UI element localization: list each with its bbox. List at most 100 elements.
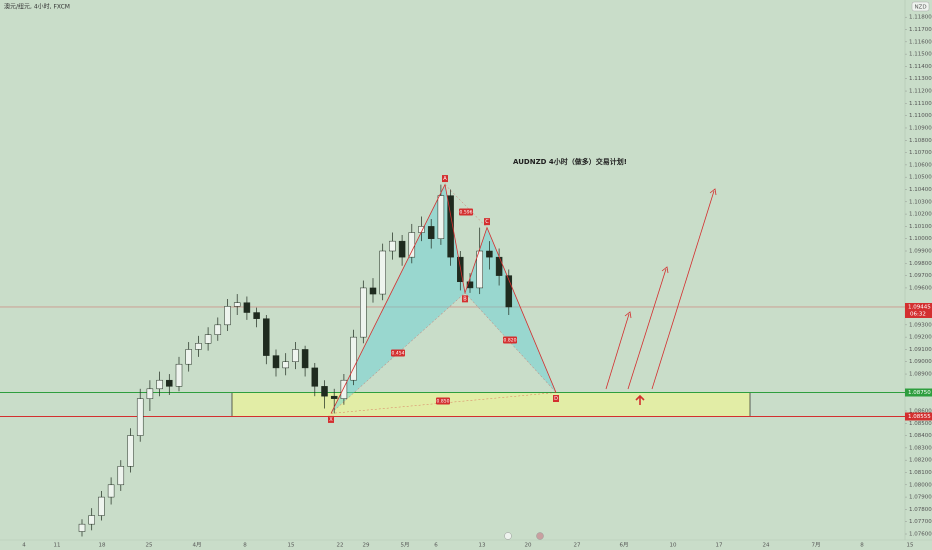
y-tick-label: 1.11700 [909, 27, 932, 33]
y-tick-label: 1.07800 [909, 507, 932, 513]
icon-button[interactable] [536, 532, 544, 540]
y-tick-label: 1.08000 [909, 482, 932, 488]
candle-body [340, 379, 348, 399]
currency-badge[interactable] [911, 1, 930, 12]
y-tick-label: 1.08900 [909, 372, 932, 378]
y-tick-label: 1.11300 [909, 76, 932, 82]
x-tick-label: 4月 [193, 542, 202, 549]
candle-body [486, 250, 493, 258]
x-tick-label: 20 [525, 543, 532, 549]
y-tick-label: 1.08600 [909, 408, 932, 414]
ratio-label: 0.820 [504, 338, 517, 344]
candle-body [88, 515, 95, 525]
ratio-tag [391, 349, 405, 357]
candle-body [185, 349, 192, 365]
candle-body [272, 355, 280, 369]
candle-body [233, 302, 241, 307]
y-tick-label: 1.08100 [909, 470, 932, 476]
pattern-point-tag [462, 295, 468, 303]
candle-body [263, 318, 270, 356]
y-tick-label: 1.09100 [909, 347, 932, 353]
x-tick-label: 15 [288, 543, 295, 549]
y-tick-label: 1.09200 [909, 335, 932, 341]
y-tick-label: 1.08300 [909, 445, 932, 451]
y-tick-label: 1.09300 [909, 322, 932, 328]
candle-body [311, 367, 319, 387]
level-tag [905, 412, 932, 421]
countdown-label: 06:32 [910, 311, 926, 317]
current-price-tag [905, 302, 932, 318]
y-tick-label: 1.10700 [909, 150, 932, 156]
pattern-point-label: A [443, 176, 447, 182]
candle-body [117, 466, 125, 486]
candle-body [136, 398, 144, 436]
candle-body [292, 349, 299, 362]
currency-badge-text: NZD [914, 5, 926, 11]
y-tick-label: 1.10500 [909, 175, 932, 181]
y-tick-label: 1.10800 [909, 138, 932, 144]
y-tick-label: 1.10100 [909, 224, 932, 230]
y-tick-label: 1.08400 [909, 433, 932, 439]
candle-body [369, 287, 377, 295]
x-tick-label: 11 [54, 543, 61, 549]
arrow [627, 268, 667, 390]
candle-body [360, 287, 367, 338]
candle-body [214, 324, 222, 335]
y-tick-label: 1.11200 [909, 89, 932, 95]
candle-body [107, 484, 115, 498]
candle-body [166, 379, 173, 387]
ratio-tag [503, 336, 517, 344]
arrow [605, 313, 630, 390]
candle-body [127, 435, 134, 467]
candle-body [379, 250, 386, 295]
x-tick-label: 7月 [812, 542, 821, 549]
icon-button[interactable] [504, 532, 512, 540]
y-tick-label: 1.09900 [909, 249, 932, 255]
x-tick-label: 4 [22, 543, 26, 549]
candle-body [195, 343, 202, 350]
candle-body [98, 496, 105, 516]
x-tick-label: 8 [243, 543, 247, 549]
candle-body [398, 240, 406, 258]
pattern-point-tag [328, 415, 334, 423]
y-tick-label: 1.09600 [909, 285, 932, 291]
ratio-tag [436, 397, 450, 405]
candle-body [175, 363, 183, 387]
candle-body [330, 395, 338, 399]
level-label: 1.08750 [908, 390, 931, 396]
x-tick-label: 13 [479, 543, 486, 549]
x-tick-label: 29 [363, 543, 370, 549]
y-tick-label: 1.10400 [909, 187, 932, 193]
y-tick-label: 1.11100 [909, 101, 932, 107]
candle-body [146, 388, 154, 399]
y-tick-label: 1.07600 [909, 532, 932, 538]
candle-body [447, 195, 454, 258]
candle-body [476, 250, 483, 289]
y-tick-label: 1.09700 [909, 273, 932, 279]
pattern-diagonal [464, 292, 557, 393]
y-tick-label: 1.07700 [909, 519, 932, 525]
candle-body [437, 195, 445, 239]
x-tick-label: 6月 [620, 542, 629, 549]
pattern-fill [465, 227, 556, 393]
y-tick-label: 1.11400 [909, 64, 932, 70]
pattern-point-label: C [485, 219, 489, 225]
y-tick-label: 1.10900 [909, 125, 932, 131]
pattern-point-label: D [554, 396, 558, 402]
candle-body [466, 281, 474, 289]
candle-body [495, 256, 503, 276]
candle-body [224, 306, 231, 326]
zone [231, 392, 751, 417]
x-tick-label: 22 [337, 543, 344, 549]
y-tick-label: 1.11800 [909, 15, 932, 21]
ratio-label: 0.454 [392, 351, 405, 357]
y-tick-label: 1.10000 [909, 236, 932, 242]
ratio-label: 0.850 [437, 399, 450, 405]
y-tick-label: 1.09800 [909, 261, 932, 267]
y-tick-label: 1.11000 [909, 113, 932, 119]
pattern-point-label: X [329, 417, 333, 423]
y-tick-label: 1.08200 [909, 458, 932, 464]
candle-body [321, 386, 328, 397]
x-tick-label: 18 [99, 543, 106, 549]
